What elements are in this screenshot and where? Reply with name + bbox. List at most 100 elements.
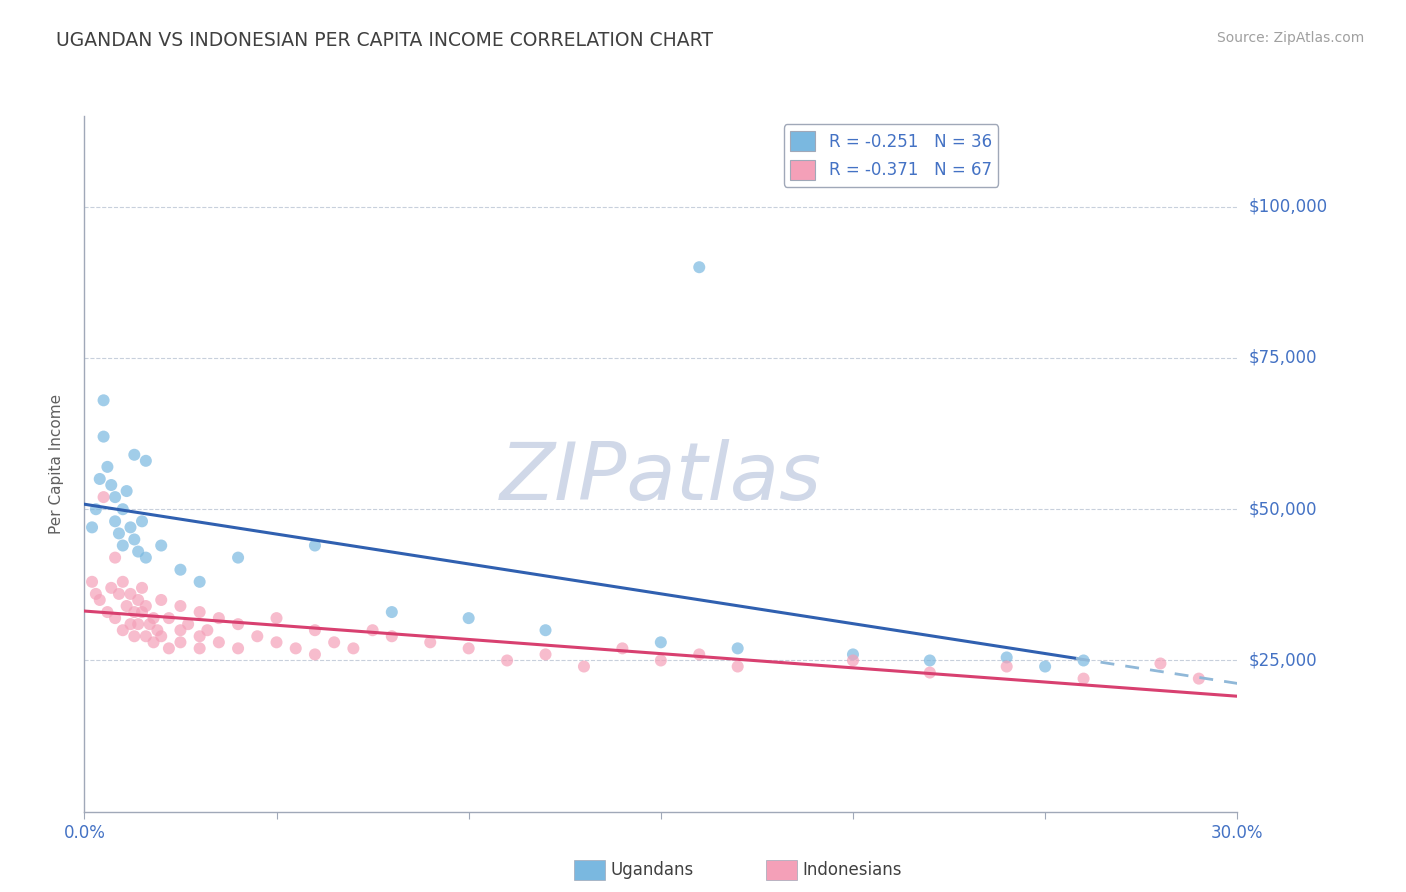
Point xyxy=(266,635,288,649)
Point xyxy=(135,550,157,565)
Point xyxy=(688,648,710,662)
Point xyxy=(208,635,231,649)
Point xyxy=(188,629,211,643)
Point xyxy=(111,539,134,553)
Point xyxy=(150,629,173,643)
Point xyxy=(135,599,157,613)
Point xyxy=(111,624,134,638)
Point xyxy=(84,587,107,601)
Point xyxy=(169,624,191,638)
Point xyxy=(361,624,384,638)
Text: $100,000: $100,000 xyxy=(1249,198,1327,216)
Point xyxy=(124,629,146,643)
Point xyxy=(226,617,249,632)
Point xyxy=(995,650,1018,665)
Point xyxy=(842,648,865,662)
Point xyxy=(104,611,127,625)
Point xyxy=(612,641,634,656)
Point xyxy=(131,581,153,595)
Point xyxy=(96,459,118,474)
Point xyxy=(381,629,404,643)
Point xyxy=(727,641,749,656)
Point xyxy=(100,581,122,595)
Point xyxy=(323,635,346,649)
Point xyxy=(135,629,157,643)
Point xyxy=(727,659,749,673)
Legend: R = -0.251   N = 36, R = -0.371   N = 67: R = -0.251 N = 36, R = -0.371 N = 67 xyxy=(783,124,998,186)
Point xyxy=(93,490,115,504)
Point xyxy=(688,260,710,275)
Point xyxy=(246,629,269,643)
Text: ZIPatlas: ZIPatlas xyxy=(499,439,823,516)
Point xyxy=(142,611,165,625)
Point xyxy=(304,539,326,553)
Point xyxy=(142,635,165,649)
Point xyxy=(108,587,131,601)
Point xyxy=(169,599,191,613)
Point xyxy=(169,563,191,577)
Point xyxy=(534,648,557,662)
Point xyxy=(284,641,307,656)
Point xyxy=(995,659,1018,673)
Point xyxy=(226,641,249,656)
Point xyxy=(304,648,326,662)
Point xyxy=(104,550,127,565)
Point xyxy=(89,472,111,486)
Point xyxy=(131,514,153,528)
Point xyxy=(177,617,200,632)
Point xyxy=(111,502,134,516)
Point xyxy=(115,484,138,499)
Point xyxy=(342,641,364,656)
Point xyxy=(120,520,142,534)
Point xyxy=(89,593,111,607)
Point xyxy=(918,665,941,680)
Point xyxy=(157,641,180,656)
Point xyxy=(150,593,173,607)
Point xyxy=(93,393,115,408)
Point xyxy=(650,635,672,649)
Point xyxy=(108,526,131,541)
Point xyxy=(100,478,122,492)
Point xyxy=(1033,659,1056,673)
Point xyxy=(650,653,672,667)
Point xyxy=(534,624,557,638)
Point xyxy=(146,624,169,638)
Point xyxy=(1073,672,1095,686)
Point xyxy=(84,502,107,516)
Point xyxy=(1073,653,1095,667)
Point xyxy=(111,574,134,589)
Point xyxy=(127,617,149,632)
Point xyxy=(381,605,404,619)
Point xyxy=(80,520,103,534)
Point xyxy=(150,539,173,553)
Point xyxy=(138,617,160,632)
Point xyxy=(457,641,479,656)
Point xyxy=(127,593,149,607)
Text: Ugandans: Ugandans xyxy=(610,861,693,879)
Text: Indonesians: Indonesians xyxy=(803,861,903,879)
Point xyxy=(304,624,326,638)
Point xyxy=(496,653,519,667)
Point xyxy=(208,611,231,625)
Text: Source: ZipAtlas.com: Source: ZipAtlas.com xyxy=(1216,31,1364,45)
Point xyxy=(96,605,118,619)
Point xyxy=(188,605,211,619)
Point xyxy=(131,605,153,619)
Text: $75,000: $75,000 xyxy=(1249,349,1317,367)
Y-axis label: Per Capita Income: Per Capita Income xyxy=(49,393,63,534)
Point xyxy=(169,635,191,649)
Point xyxy=(918,653,941,667)
Point xyxy=(1188,672,1211,686)
Point xyxy=(120,617,142,632)
Point xyxy=(124,605,146,619)
Point xyxy=(188,641,211,656)
Point xyxy=(104,490,127,504)
Point xyxy=(457,611,479,625)
Point xyxy=(266,611,288,625)
Point xyxy=(195,624,218,638)
Point xyxy=(124,533,146,547)
Point xyxy=(572,659,595,673)
Point xyxy=(127,544,149,558)
Point xyxy=(188,574,211,589)
Point xyxy=(115,599,138,613)
